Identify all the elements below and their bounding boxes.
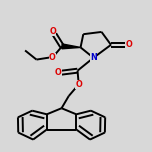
Text: O: O [49, 52, 55, 62]
Text: O: O [75, 80, 82, 90]
Text: O: O [126, 40, 132, 49]
Text: N: N [90, 53, 97, 62]
Polygon shape [62, 44, 81, 49]
Text: O: O [49, 27, 56, 36]
Text: O: O [55, 68, 62, 77]
